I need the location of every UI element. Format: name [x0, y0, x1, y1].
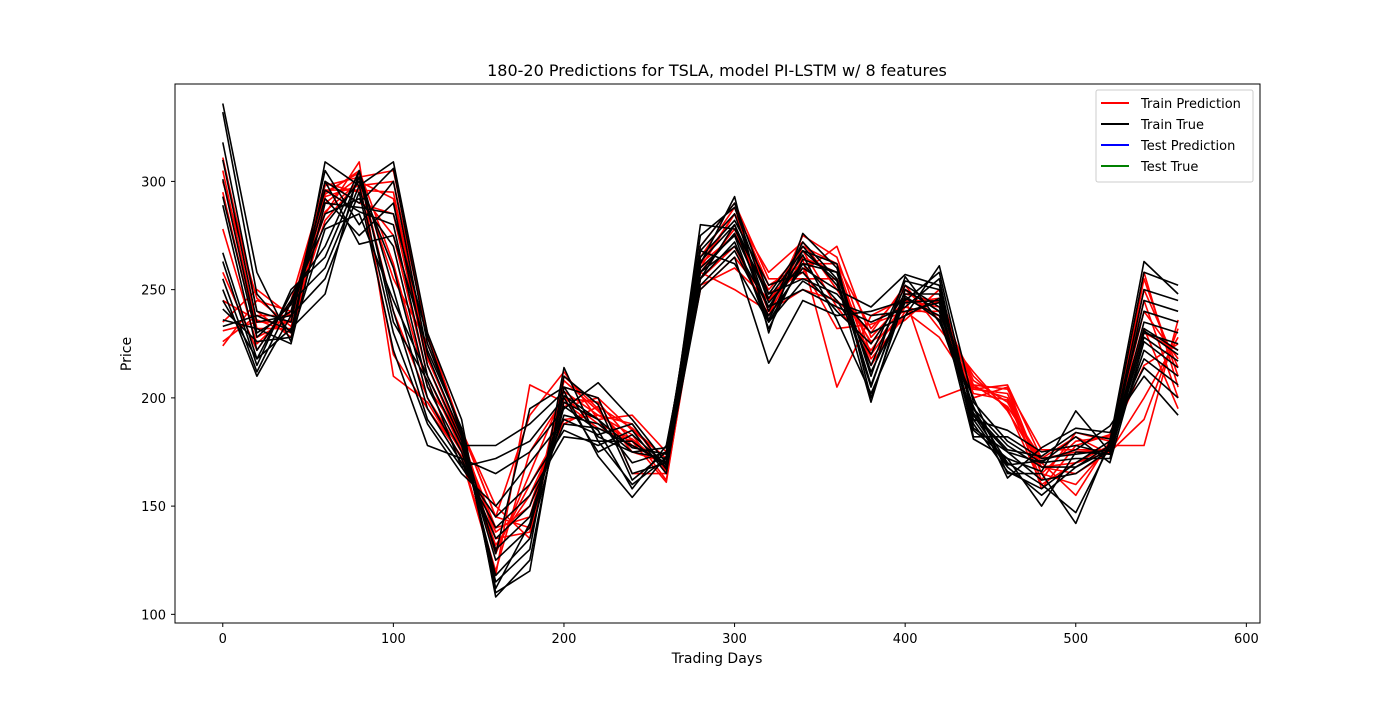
legend-label: Test True	[1140, 160, 1198, 175]
legend: Train Prediction Train True Test Predictio…	[1095, 89, 1254, 183]
legend-label: Train True	[1140, 118, 1204, 133]
y-tick-label: 250	[141, 284, 166, 299]
y-tick-label: 300	[141, 175, 166, 190]
y-tick-label: 150	[141, 500, 166, 515]
train-true-line-25	[222, 180, 1179, 590]
x-tick-label: 200	[552, 632, 577, 647]
x-tick-label: 400	[893, 632, 918, 647]
y-axis-label: Price	[119, 337, 135, 371]
train-true-line-20	[222, 184, 1179, 507]
legend-label: Train Prediction	[1140, 97, 1241, 112]
legend-box	[1095, 89, 1254, 183]
y-axis: 100 150 200 250 300	[141, 175, 175, 623]
x-axis: 0 100 200 300 400 500 600	[219, 623, 1259, 647]
train-true-line-21	[222, 191, 1179, 475]
train-true-line-16	[222, 196, 1179, 551]
legend-label: Test Prediction	[1140, 139, 1235, 154]
x-tick-label: 300	[722, 632, 747, 647]
y-tick-label: 200	[141, 392, 166, 407]
x-tick-label: 100	[381, 632, 406, 647]
train-true-line-14	[222, 159, 1179, 577]
x-tick-label: 0	[219, 632, 227, 647]
train-true-line-15	[222, 179, 1179, 562]
x-axis-label: Trading Days	[671, 651, 763, 667]
chart-title: 180-20 Predictions for TSLA, model PI-LS…	[487, 61, 947, 80]
x-tick-label: 500	[1063, 632, 1088, 647]
plot-area-frame	[174, 83, 1261, 624]
x-tick-label: 600	[1234, 632, 1259, 647]
train-true-line-24	[222, 202, 1179, 555]
train-true-line-23	[222, 213, 1179, 499]
y-tick-label: 100	[141, 608, 166, 623]
train-true-line-18	[222, 169, 1179, 529]
